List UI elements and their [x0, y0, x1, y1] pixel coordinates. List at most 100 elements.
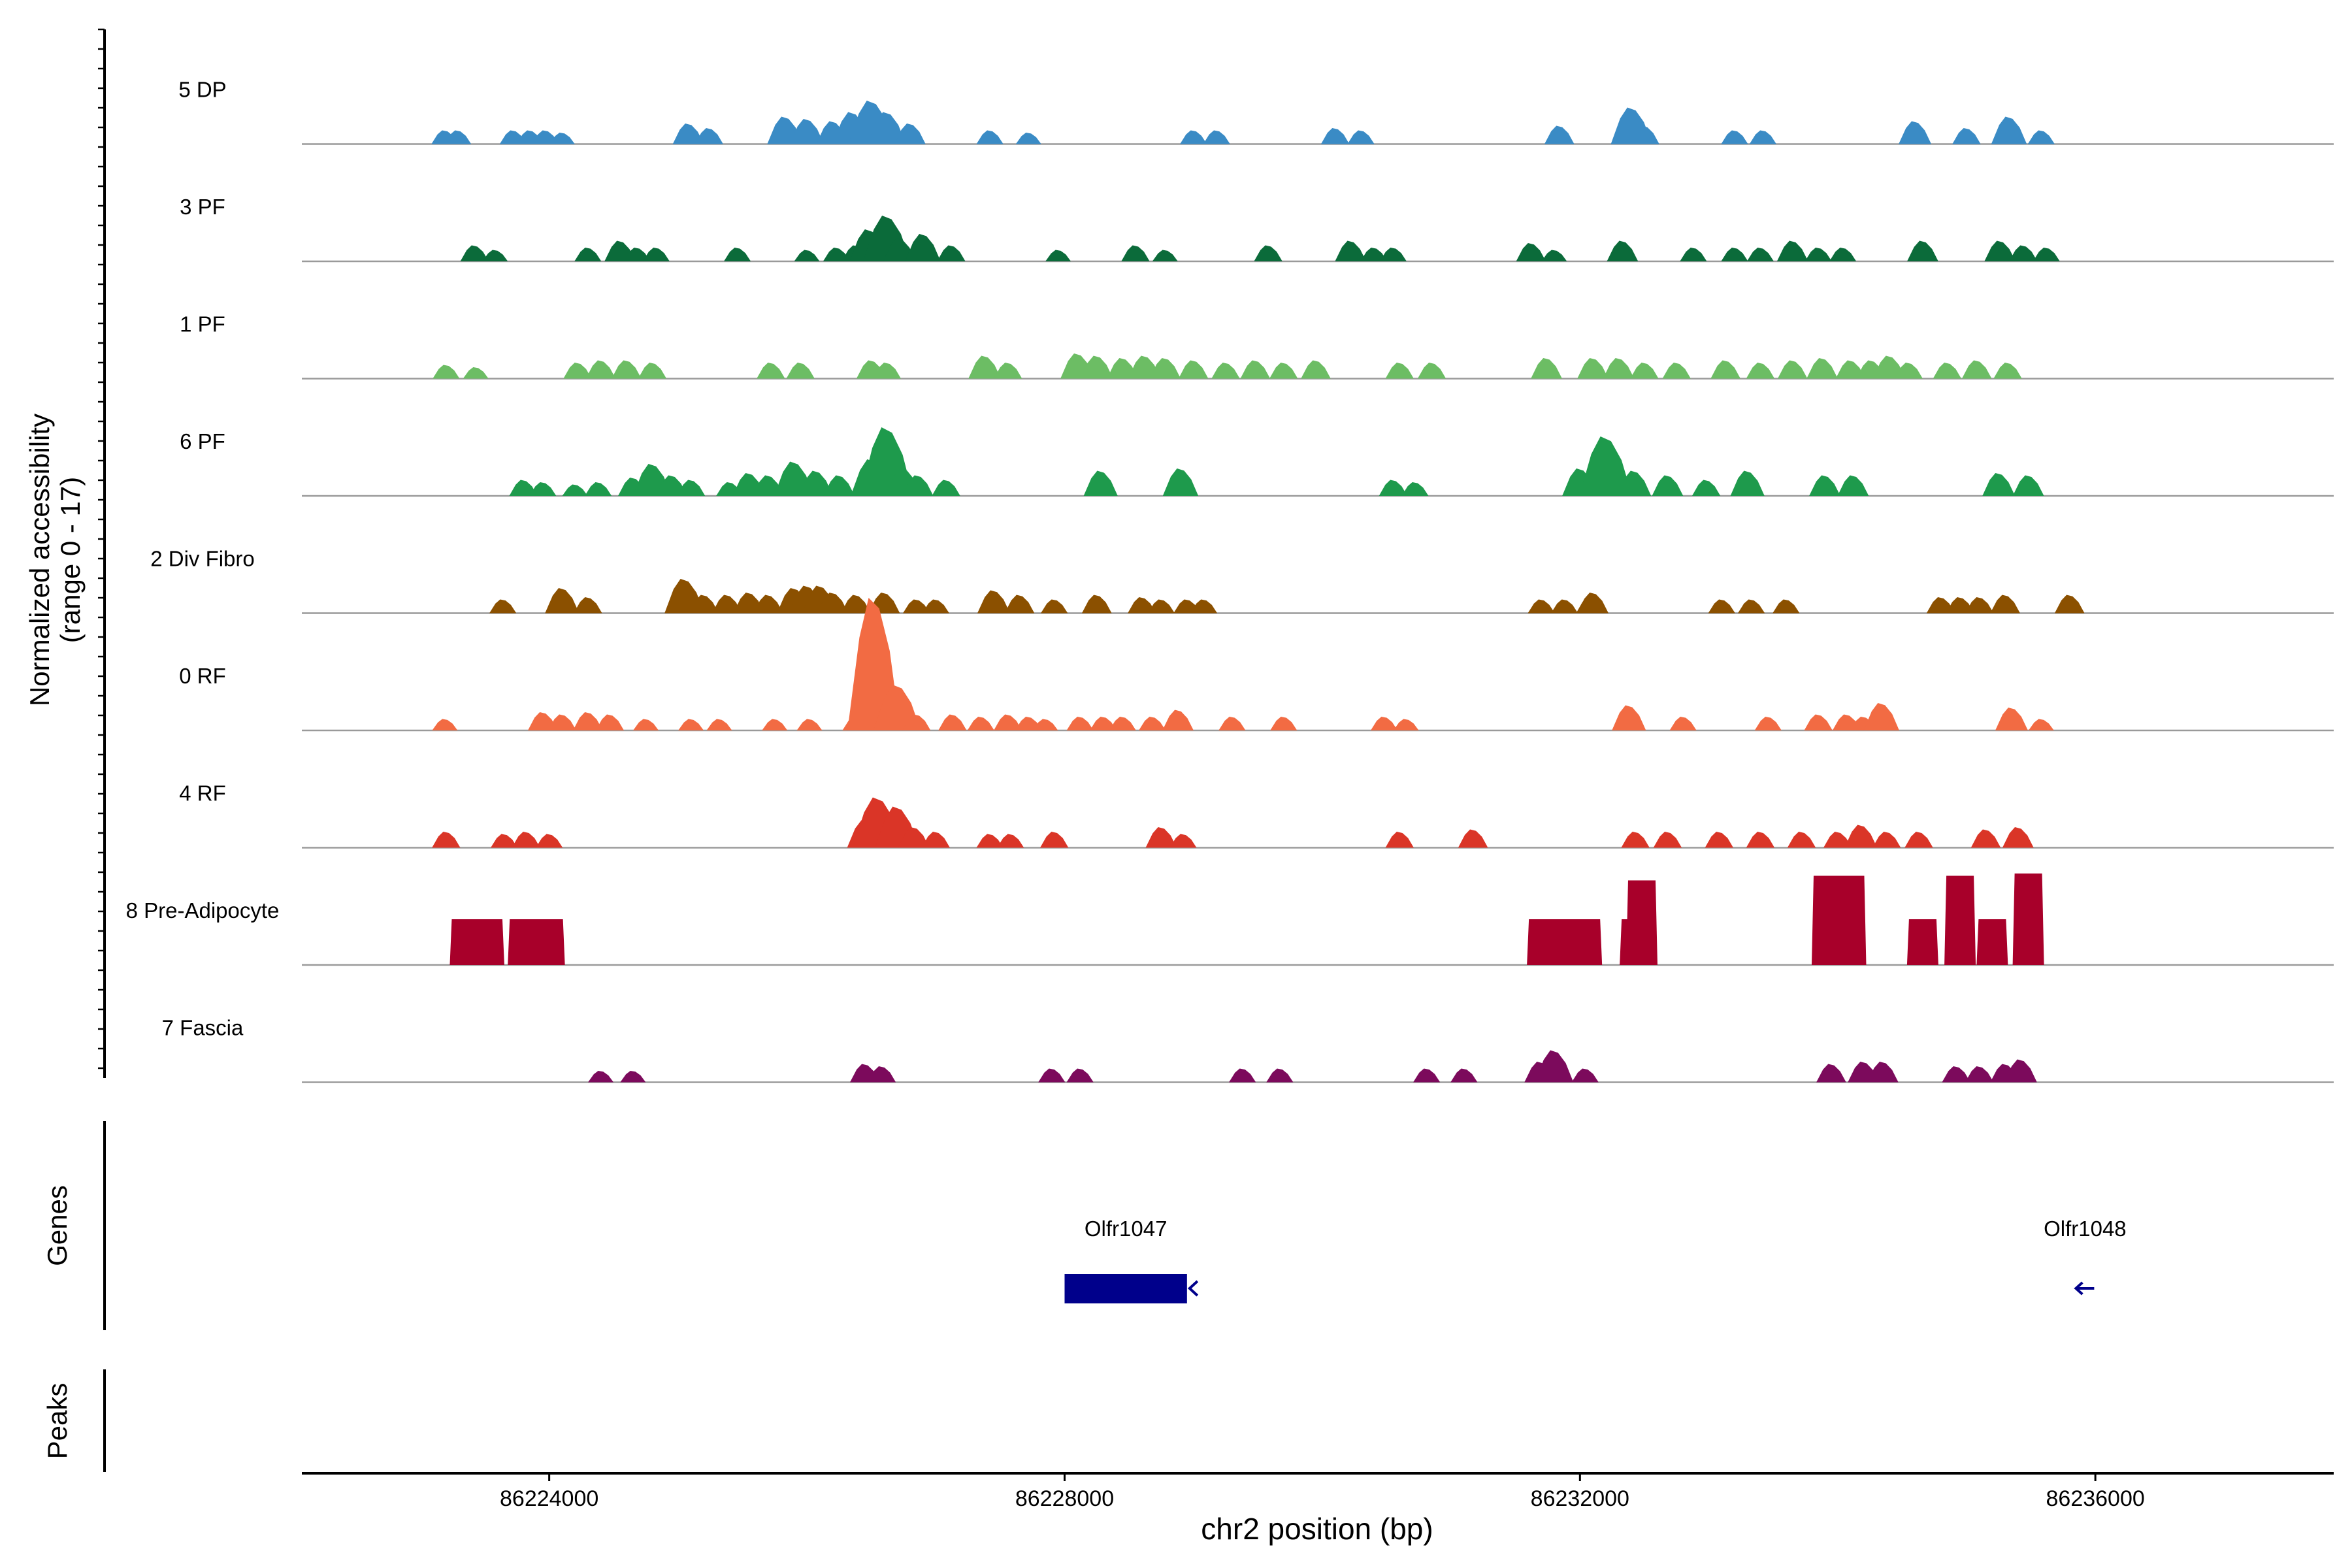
accessibility-peak [1823, 832, 1852, 848]
accessibility-peak [463, 367, 489, 379]
accessibility-peak [1041, 599, 1068, 613]
accessibility-peak [612, 360, 642, 379]
accessibility-peak [1254, 245, 1282, 261]
accessibility-peak [1370, 717, 1398, 730]
accessibility-peak [1754, 717, 1782, 730]
accessibility-peak [584, 482, 612, 496]
accessibility-peak [574, 597, 602, 613]
track-label: 2 Div Fibro [150, 547, 255, 571]
accessibility-peak [1835, 360, 1866, 379]
accessibility-peak [1211, 363, 1240, 379]
y-axis-label-line2: (range 0 - 17) [55, 477, 86, 643]
x-tick-label: 86236000 [2046, 1486, 2145, 1511]
accessibility-peak [711, 595, 742, 613]
accessibility-peak [678, 719, 704, 730]
gene-annotations: Olfr1047 Olfr1048 [1064, 1217, 2127, 1303]
accessibility-peak [536, 834, 563, 848]
accessibility-peak [1710, 360, 1740, 379]
gene-body [1064, 1274, 1187, 1303]
accessibility-peak [1229, 1068, 1256, 1083]
accessibility-peak [1995, 708, 2028, 730]
accessibility-peak [2002, 827, 2034, 848]
track-label: 0 RF [179, 664, 226, 688]
accessibility-peak [672, 123, 704, 144]
accessibility-peak [932, 480, 960, 496]
accessibility-peak [595, 714, 625, 730]
accessibility-peak [994, 714, 1022, 730]
accessibility-peak [547, 714, 577, 730]
accessibility-peak [1180, 130, 1207, 144]
accessibility-peak [1777, 360, 1808, 379]
track-label: 1 PF [180, 312, 225, 336]
accessibility-peak [1772, 599, 1800, 613]
accessibility-peak [1907, 240, 1938, 261]
gene-name: Olfr1047 [1085, 1217, 1168, 1241]
accessibility-peak [937, 245, 966, 261]
accessibility-peak [689, 595, 719, 613]
accessibility-peak [1203, 130, 1230, 144]
accessibility-peak [898, 827, 930, 848]
accessibility-peak [976, 130, 1004, 144]
accessibility-peak [1083, 470, 1118, 496]
x-axis-title: chr2 position (bp) [1201, 1512, 1433, 1546]
accessibility-peak [1544, 125, 1575, 144]
accessibility-peak [1746, 248, 1774, 261]
accessibility-peak [1270, 717, 1298, 730]
accessibility-peak [977, 590, 1011, 613]
accessibility-peak [1571, 1068, 1599, 1083]
accessibility-peak [1811, 875, 1843, 965]
accessibility-peak [1705, 832, 1734, 848]
gene-olfr1048[interactable]: Olfr1048 [2044, 1217, 2127, 1296]
genes-label: Genes [42, 1185, 73, 1266]
accessibility-peak [588, 1071, 614, 1083]
accessibility-peak [529, 482, 557, 496]
accessibility-peak [1984, 240, 2016, 261]
track-label: 8 Pre-Adipocyte [126, 898, 280, 923]
accessibility-peak [968, 355, 1002, 379]
accessibility-peak [762, 719, 788, 730]
accessibility-peak [633, 719, 659, 730]
accessibility-peak [1804, 714, 1833, 730]
accessibility-peak [1301, 360, 1331, 379]
accessibility-peak [794, 250, 820, 261]
accessibility-peak [1178, 360, 1209, 379]
accessibility-peak [921, 832, 950, 848]
accessibility-peak [823, 475, 855, 496]
accessibility-peak [623, 248, 651, 261]
accessibility-peak [1190, 599, 1218, 613]
accessibility-peak [1401, 482, 1429, 496]
accessibility-peak [706, 719, 732, 730]
gene-olfr1047[interactable]: Olfr1047 [1064, 1217, 1199, 1303]
accessibility-peak [1320, 128, 1350, 144]
accessibility-peak [1721, 248, 1748, 261]
accessibility-peak [938, 714, 967, 730]
accessibility-peak [1708, 599, 1735, 613]
accessibility-peak [2054, 595, 2085, 613]
accessibility-peak [1032, 719, 1058, 730]
accessibility-peak [1990, 595, 2020, 613]
accessibility-peak [1090, 717, 1117, 730]
accessibility-peak [1107, 358, 1139, 379]
accessibility-peak [1045, 250, 1071, 261]
accessibility-peak [874, 685, 921, 730]
accessibility-peak [817, 593, 849, 613]
track-2-div-fibro: 2 Div Fibro [150, 547, 2334, 614]
accessibility-peak [789, 119, 825, 144]
track-3-pf: 3 PF [180, 195, 2334, 263]
accessibility-peak [1946, 597, 1974, 613]
gene-name: Olfr1048 [2044, 1217, 2127, 1241]
x-tick-label: 86232000 [1531, 1486, 1629, 1511]
track-label: 7 Fascia [162, 1016, 244, 1040]
accessibility-peak [1976, 919, 2008, 965]
accessibility-peak [1066, 717, 1094, 730]
accessibility-peak [1872, 355, 1906, 379]
track-label: 6 PF [180, 429, 225, 453]
accessibility-peak [994, 363, 1022, 379]
track-label: 3 PF [180, 195, 225, 219]
accessibility-peak [508, 919, 540, 965]
accessibility-peak [1787, 832, 1816, 848]
accessibility-peak [2012, 874, 2044, 965]
accessibility-peak [449, 919, 482, 965]
accessibility-peak [1516, 243, 1546, 261]
